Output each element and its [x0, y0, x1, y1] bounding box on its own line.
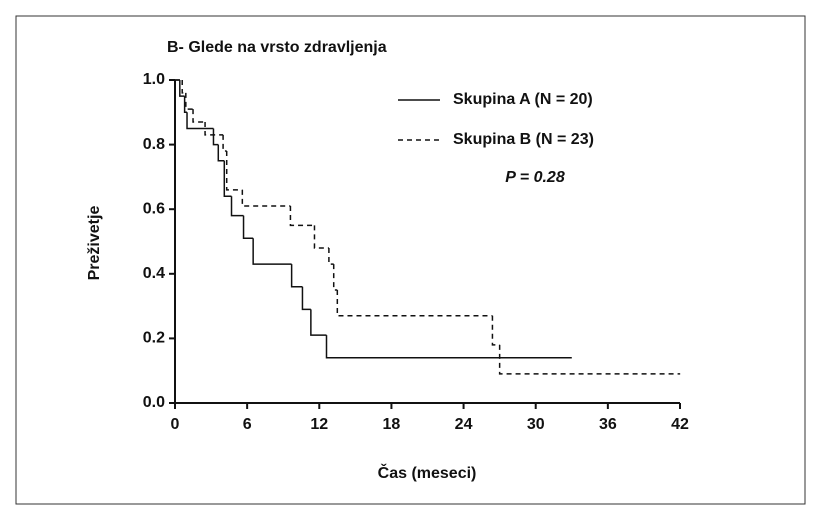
y-tick-label: 0.4	[143, 265, 165, 282]
survival-step	[225, 151, 243, 191]
survival-step	[491, 315, 500, 346]
survival-step	[498, 344, 680, 375]
survival-step	[313, 225, 329, 249]
survival-step	[332, 264, 338, 291]
survival-step	[186, 112, 214, 130]
y-tick-label: 0.0	[143, 394, 165, 411]
survival-step	[185, 92, 194, 110]
x-tick-label: 24	[455, 416, 473, 433]
survival-step	[310, 309, 327, 336]
x-tick-label: 12	[310, 416, 328, 433]
survival-step	[212, 128, 219, 146]
x-tick-label: 18	[383, 416, 401, 433]
survival-step	[223, 160, 232, 198]
survival-step	[217, 144, 225, 162]
x-axis-label: Čas (meseci)	[378, 463, 477, 482]
annotation: P = 0.28	[505, 169, 565, 186]
y-tick-label: 0.2	[143, 330, 165, 347]
x-tick-label: 6	[243, 416, 252, 433]
survival-step	[222, 134, 227, 152]
chart-title: B- Glede na vrsto zdravljenja	[167, 39, 387, 56]
y-tick-label: 1.0	[143, 71, 165, 88]
survival-step	[301, 286, 311, 311]
survival-step	[252, 238, 292, 265]
survival-step	[325, 335, 572, 359]
x-tick-label: 30	[527, 416, 545, 433]
survival-step	[241, 189, 291, 207]
y-tick-label: 0.6	[143, 200, 165, 217]
frame	[15, 15, 806, 505]
y-axis-label: Preživetje	[86, 206, 103, 281]
survival-step	[242, 215, 254, 240]
survival-step	[179, 80, 185, 97]
survival-step	[230, 196, 244, 217]
survival-step	[204, 121, 224, 136]
x-tick-label: 36	[599, 416, 617, 433]
survival-step	[183, 96, 188, 114]
survival-step	[336, 289, 493, 317]
x-tick-label: 0	[171, 416, 180, 433]
y-tick-label: 0.8	[143, 136, 165, 153]
x-tick-label: 42	[671, 416, 689, 433]
survival-step	[192, 109, 206, 123]
survival-step	[181, 80, 186, 94]
legend-label: Skupina A (N = 20)	[453, 91, 593, 108]
legend-label: Skupina B (N = 23)	[453, 131, 594, 148]
survival-step	[328, 247, 334, 265]
survival-step	[289, 205, 315, 227]
survival-step	[290, 264, 303, 288]
